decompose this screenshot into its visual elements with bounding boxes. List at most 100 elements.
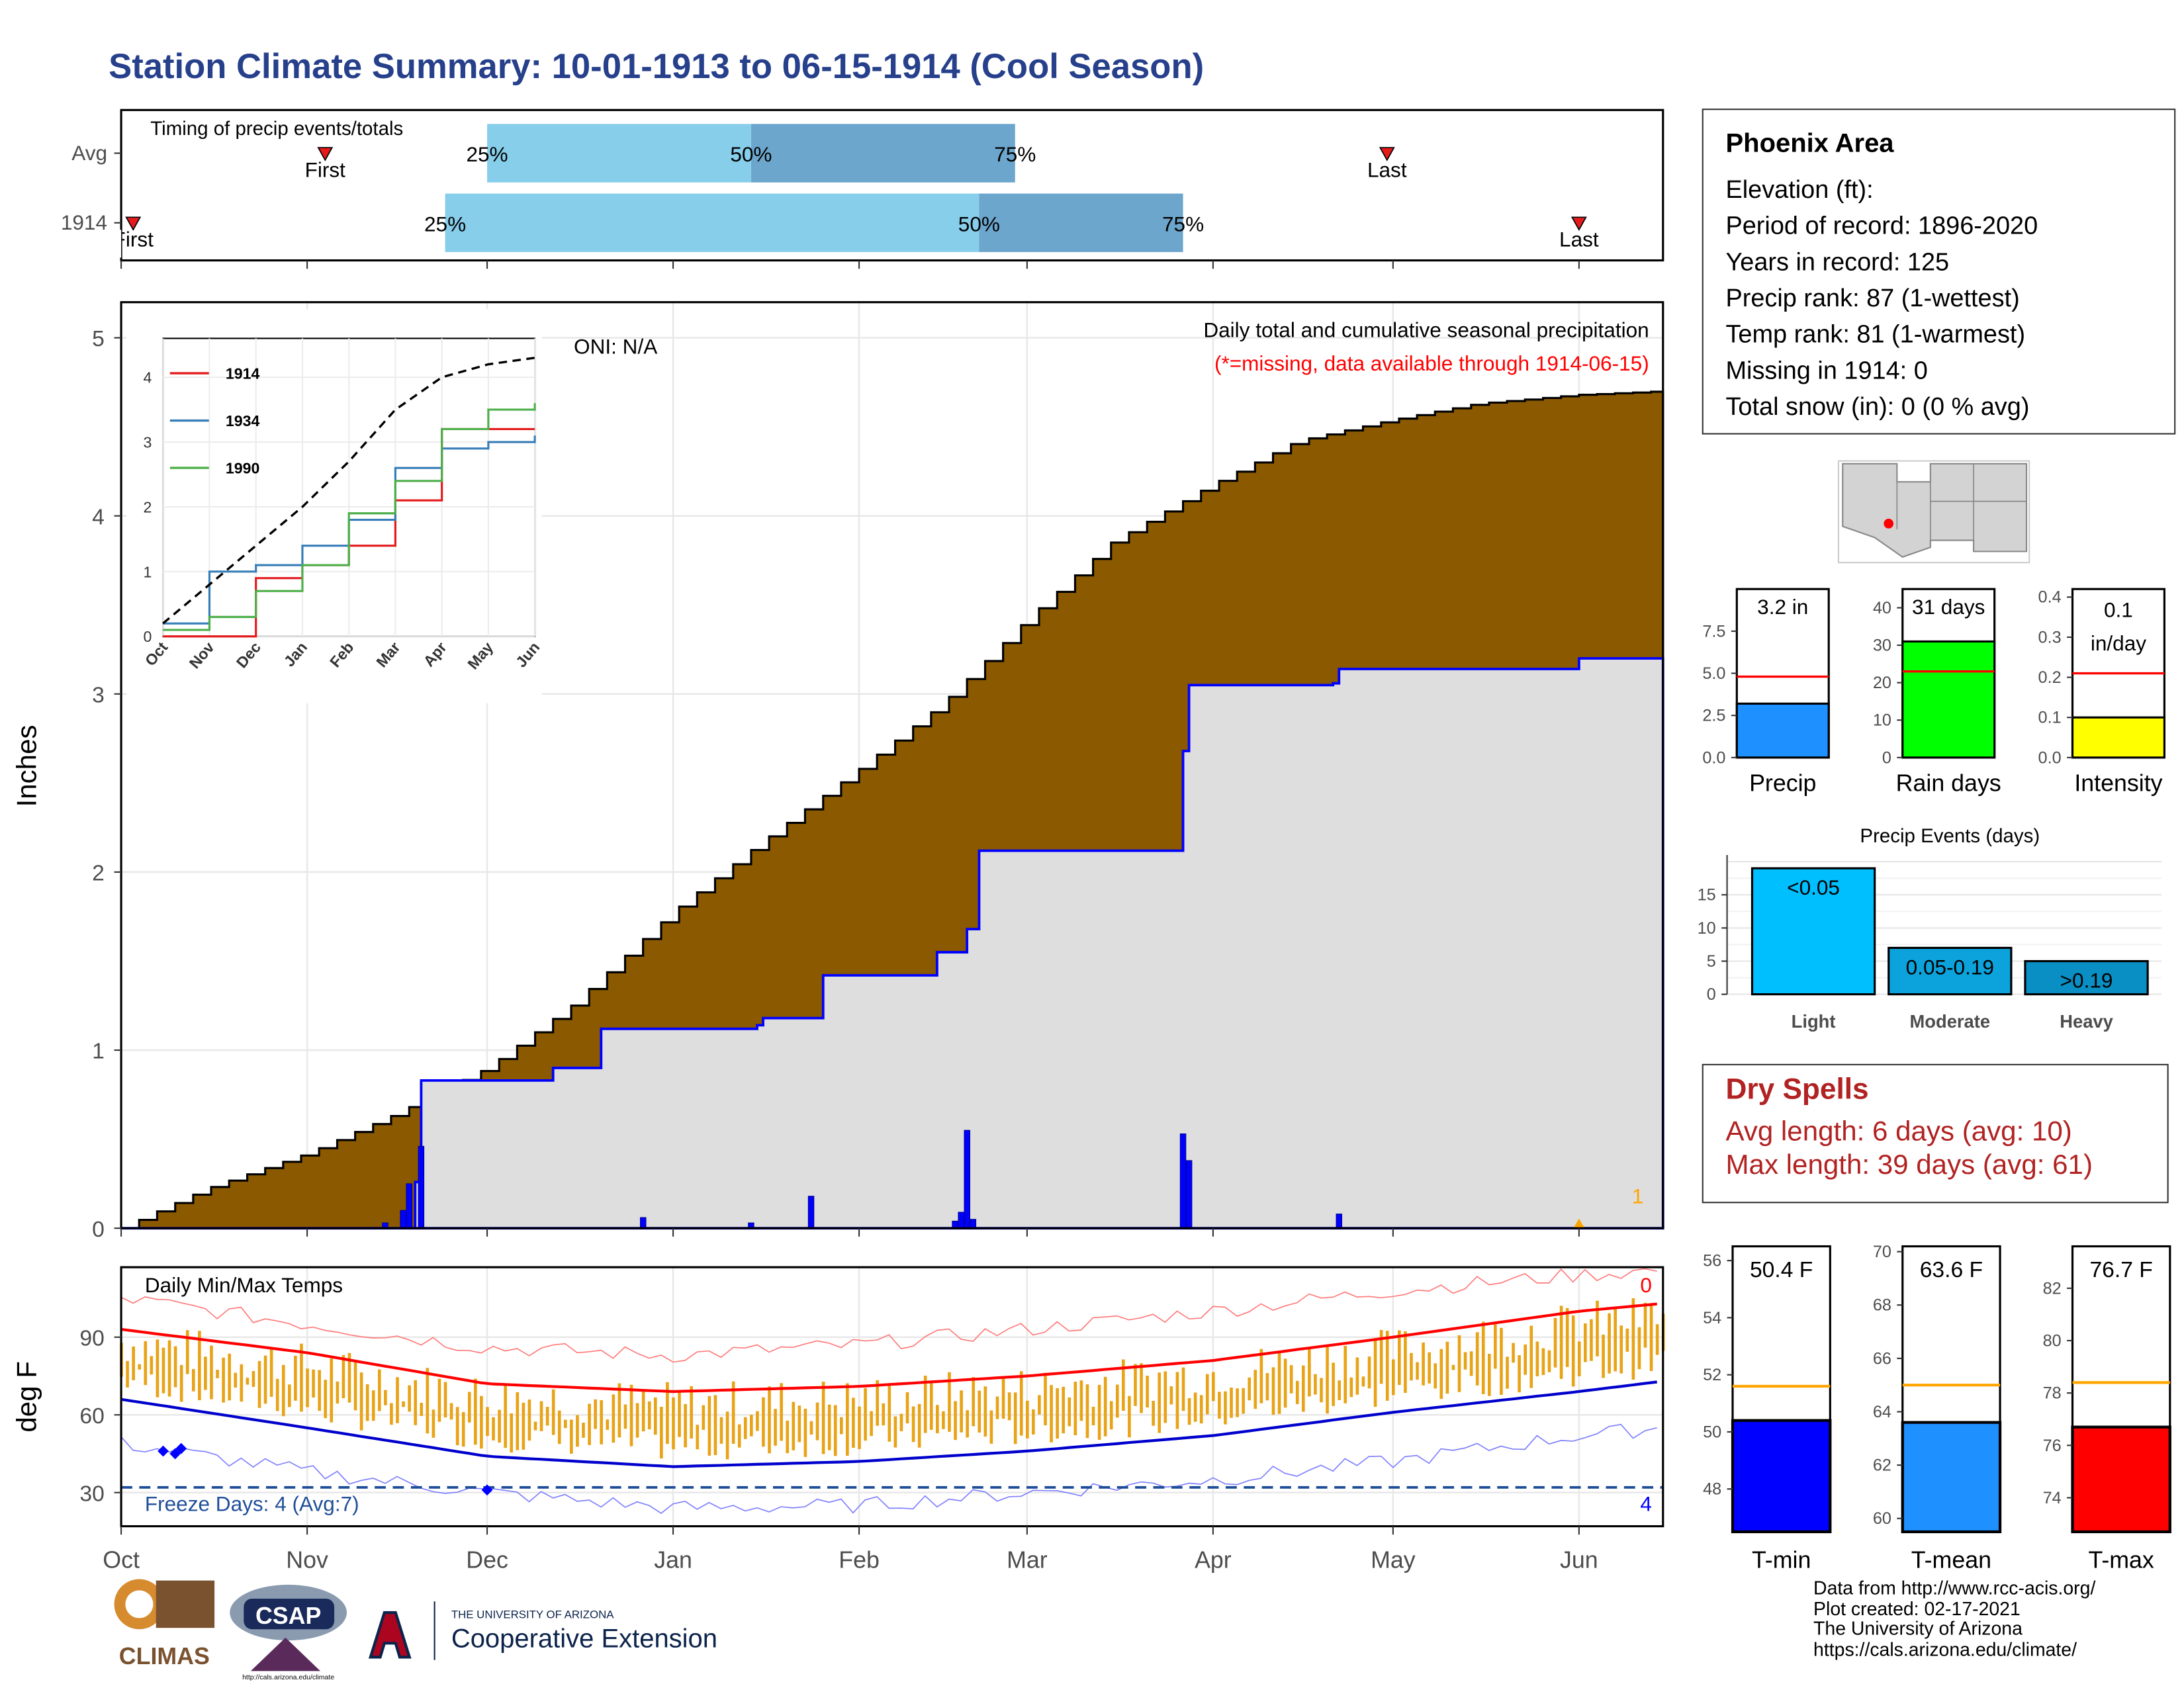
timing-title: Timing of precip events/totals — [150, 118, 403, 140]
daily-temp-bar — [161, 1347, 165, 1394]
daily-temp-bar — [1079, 1380, 1083, 1421]
credit-line: https://cals.arizona.edu/climate/ — [1813, 1638, 2077, 1660]
dry-avg-length: Avg length: 6 days (avg: 10) — [1725, 1116, 2072, 1148]
ua-bottom-text: Cooperative Extension — [451, 1624, 717, 1654]
daily-precip-bar — [952, 1220, 958, 1229]
daily-temp-bar — [762, 1397, 765, 1447]
daily-temp-bar — [1529, 1325, 1533, 1388]
mini-bar-label: Precip — [1749, 770, 1816, 796]
timing-bar-q1 — [487, 124, 751, 183]
daily-temp-bar — [1619, 1325, 1623, 1374]
daily-temp-bar — [492, 1417, 495, 1441]
y-tick-label: 0.2 — [2038, 668, 2062, 687]
daily-temp-bar — [1271, 1367, 1275, 1415]
temp-bar-value-text: 63.6 F — [1920, 1258, 1983, 1282]
daily-temp-bar — [1391, 1359, 1395, 1396]
daily-temp-bar — [1553, 1317, 1557, 1368]
daily-temp-bar — [858, 1406, 861, 1449]
first-marker — [125, 216, 142, 231]
daily-temp-bar — [725, 1411, 729, 1460]
daily-precip-bar — [400, 1210, 406, 1229]
first-marker — [317, 147, 334, 161]
y-tick-label: 62 — [1873, 1456, 1891, 1475]
daily-temp-bar — [792, 1401, 796, 1450]
daily-temp-bar — [594, 1399, 597, 1429]
timing-q25-label: 25% — [424, 212, 466, 236]
daily-temp-bar — [533, 1421, 537, 1431]
y-tick-label: 66 — [1873, 1349, 1891, 1368]
daily-temp-bar — [702, 1405, 705, 1430]
daily-temp-bar — [1655, 1324, 1659, 1355]
daily-temp-bar — [1475, 1332, 1479, 1386]
daily-temp-bar — [1445, 1341, 1449, 1394]
mini-bar-value-text: 0.1 — [2104, 598, 2133, 621]
daily-temp-bar — [455, 1407, 459, 1446]
daily-temp-bar — [743, 1417, 747, 1439]
temp-bar-value-text: 50.4 F — [1750, 1258, 1813, 1282]
daily-temp-bar — [923, 1375, 927, 1433]
daily-temp-bar — [936, 1405, 939, 1434]
daily-temp-bar — [1422, 1342, 1425, 1386]
daily-temp-bar — [210, 1345, 213, 1399]
daily-temp-bar — [353, 1362, 357, 1411]
timing-clip — [83, 230, 122, 258]
daily-precip-bar — [807, 1196, 815, 1229]
daily-temp-bar — [809, 1421, 813, 1435]
daily-temp-bar — [396, 1377, 399, 1423]
y-tick-label: 1 — [92, 1040, 105, 1064]
daily-temp-bar — [390, 1403, 393, 1425]
temp-bar-value — [2071, 1425, 2171, 1534]
daily-temp-bar — [905, 1392, 909, 1424]
record-min-line — [120, 1423, 1657, 1514]
y-tick-label: 0.3 — [2038, 628, 2062, 646]
daily-temp-bar — [911, 1406, 915, 1443]
daily-temp-bar — [437, 1378, 441, 1422]
daily-temp-bar — [1073, 1382, 1077, 1436]
daily-temp-bar — [474, 1378, 477, 1445]
inset-series-line — [163, 403, 536, 631]
event-bar — [1751, 867, 1876, 996]
daily-temp-bar — [1349, 1377, 1353, 1398]
map-region — [1842, 463, 2028, 558]
daily-temp-bar — [983, 1386, 987, 1437]
mini-bar-label: Intensity — [2074, 770, 2162, 796]
daily-temp-bar — [1248, 1377, 1251, 1401]
daily-temp-bar — [917, 1403, 921, 1448]
daily-temp-bar — [510, 1413, 514, 1452]
first-label: First — [305, 157, 346, 181]
daily-temp-bar — [246, 1378, 250, 1385]
info-line: Total snow (in): 0 (0 % avg) — [1725, 392, 2030, 421]
daily-temp-bar — [1428, 1352, 1431, 1384]
daily-temp-bar — [647, 1401, 651, 1430]
daily-temp-bar — [995, 1396, 999, 1419]
y-tick-label: 68 — [1873, 1296, 1891, 1315]
daily-temp-bar — [1056, 1388, 1059, 1439]
info-line: Missing in 1914: 0 — [1725, 356, 1928, 384]
daily-temp-bar — [263, 1355, 267, 1404]
y-tick-label: 15 — [1698, 886, 1716, 905]
daily-temp-bar — [1326, 1347, 1329, 1414]
y-tick-label: 78 — [2043, 1384, 2062, 1403]
freeze-marker — [175, 1443, 187, 1454]
y-tick-label: 48 — [1703, 1480, 1721, 1499]
inset-average-line — [162, 357, 535, 625]
info-line: Precip rank: 87 (1-wettest) — [1725, 284, 2020, 312]
temp-missing-count: 0 — [1640, 1273, 1652, 1297]
daily-temp-bar — [1518, 1355, 1521, 1393]
daily-temp-bar — [371, 1390, 375, 1421]
temp-bar-label: T-mean — [1911, 1547, 1991, 1574]
daily-temp-bar — [1013, 1392, 1017, 1444]
daily-temp-bar — [737, 1424, 741, 1448]
daily-temp-bar — [1205, 1374, 1209, 1415]
daily-temp-bar — [821, 1382, 825, 1454]
daily-temp-bar — [467, 1392, 471, 1423]
daily-temp-bar — [384, 1390, 387, 1405]
daily-temp-bar — [1379, 1329, 1383, 1384]
daily-temp-bar — [150, 1356, 154, 1375]
daily-temp-bar — [414, 1380, 418, 1425]
y-tick-label: 0.0 — [1702, 748, 1725, 767]
month-label: Apr — [1195, 1547, 1232, 1574]
daily-temp-bar — [1643, 1302, 1647, 1348]
